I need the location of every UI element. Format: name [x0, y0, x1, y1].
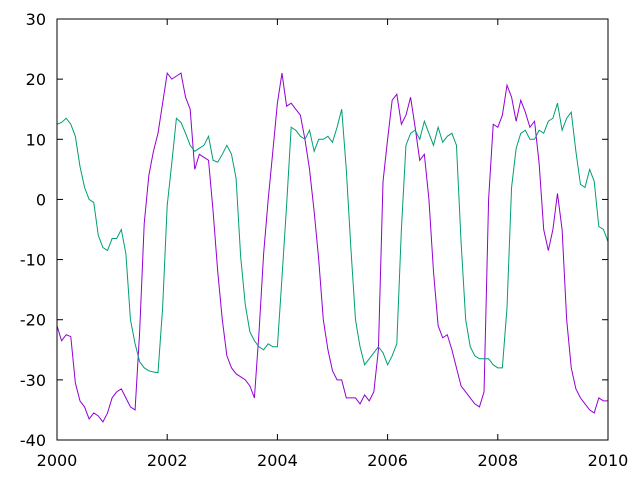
y-tick-label-4: -10: [20, 251, 46, 270]
x-tick-label-0: 2000: [37, 451, 78, 470]
x-tick-label-3: 2006: [367, 451, 408, 470]
x-tick-label-1: 2002: [147, 451, 188, 470]
y-tick-label-3: 0: [36, 190, 46, 209]
x-tick-label-5: 2010: [588, 451, 629, 470]
y-tick-label-0: 30: [26, 10, 46, 29]
y-tick-label-1: 20: [26, 70, 46, 89]
series-line-1: [56, 71, 608, 423]
y-tick-label-7: -40: [20, 431, 46, 450]
plot-frame: [56, 18, 609, 441]
x-tick-label-2: 2004: [257, 451, 298, 470]
series-line-2: [56, 103, 609, 374]
axis-ticks: [56, 18, 609, 441]
series-layer: [56, 71, 609, 423]
x-tick-label-4: 2008: [477, 451, 518, 470]
tick-labels: 2000 2002 2004 2006 2008 20103020100-10-20-30…: [20, 10, 629, 470]
y-tick-label-6: -30: [20, 371, 46, 390]
y-tick-label-5: -20: [20, 311, 46, 330]
y-tick-label-2: 10: [26, 130, 46, 149]
